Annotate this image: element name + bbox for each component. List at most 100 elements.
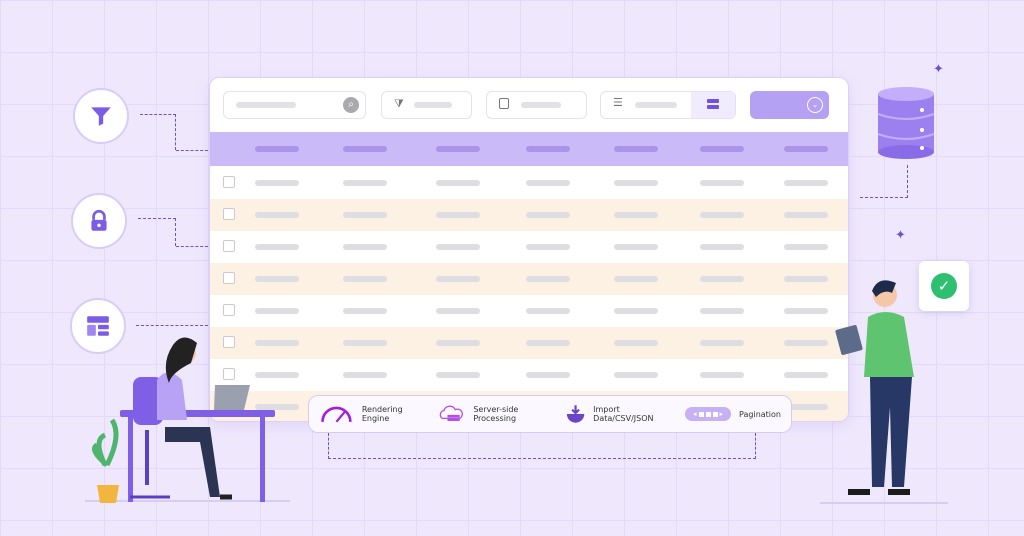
- table-cell: [614, 180, 658, 186]
- table-cell: [784, 340, 828, 346]
- table-row: [210, 359, 848, 391]
- table-cell: [784, 212, 828, 218]
- table-cell: [255, 244, 299, 250]
- data-table-card: ⌕ ⧩ ☰ ⌄: [209, 77, 849, 422]
- table-cell: [784, 180, 828, 186]
- table-cell: [255, 340, 299, 346]
- table-cell: [436, 244, 480, 250]
- table-cell: [436, 372, 480, 378]
- header-cell: [700, 146, 744, 152]
- table-cell: [526, 372, 570, 378]
- dropdown-button[interactable]: ⌄: [750, 91, 829, 119]
- table-header: [210, 132, 848, 166]
- database-icon: [877, 87, 935, 159]
- table-cell: [436, 180, 480, 186]
- filter-icon: ⧩: [394, 97, 404, 110]
- table-cell: [255, 308, 299, 314]
- table-cell: [343, 308, 387, 314]
- table-cell: [343, 212, 387, 218]
- table-cell: [255, 372, 299, 378]
- table-cell: [700, 372, 744, 378]
- table-cell: [436, 308, 480, 314]
- feature-server-side-processing: Server-side Processing: [437, 403, 552, 425]
- table-row: [210, 263, 848, 295]
- table-cell: [436, 276, 480, 282]
- view-toggle[interactable]: ☰: [600, 91, 736, 119]
- feature-label: Import Data/CSV/JSON: [593, 405, 654, 423]
- search-input[interactable]: ⌕: [223, 91, 366, 119]
- cloud-server-icon: [440, 405, 464, 421]
- search-icon[interactable]: ⌕: [343, 97, 359, 113]
- table-cell: [784, 372, 828, 378]
- row-checkbox[interactable]: [223, 240, 235, 252]
- table-cell: [343, 276, 387, 282]
- table-row: [210, 231, 848, 263]
- table-cell: [526, 180, 570, 186]
- table-cell: [700, 212, 744, 218]
- table-cell: [784, 276, 828, 282]
- table-cell: [526, 276, 570, 282]
- feature-label: Rendering Engine: [361, 405, 403, 423]
- table-cell: [343, 244, 387, 250]
- table-cell: [784, 308, 828, 314]
- sparkle-icon: ✦: [895, 228, 906, 243]
- table-cell: [526, 244, 570, 250]
- table-cell: [255, 404, 299, 410]
- columns-button[interactable]: [486, 91, 587, 119]
- feature-bar: Rendering Engine Server-side Processing …: [308, 395, 792, 433]
- success-card: ✓: [919, 261, 969, 311]
- header-cell: [614, 146, 658, 152]
- columns-icon: [499, 98, 509, 109]
- table-cell: [526, 340, 570, 346]
- header-cell: [255, 146, 299, 152]
- layout-feature-circle: [70, 298, 126, 354]
- table-cell: [784, 244, 828, 250]
- speedometer-icon: [321, 406, 352, 423]
- row-checkbox[interactable]: [223, 368, 235, 380]
- security-feature-circle: [71, 193, 127, 249]
- table-cell: [526, 212, 570, 218]
- grid-view-icon[interactable]: [691, 92, 735, 118]
- header-cell: [784, 146, 828, 152]
- table-cell: [700, 244, 744, 250]
- pagination-icon: ◂ ▸: [685, 407, 732, 421]
- table-cell: [343, 340, 387, 346]
- woman-at-desk-illustration: [85, 337, 290, 503]
- lock-icon: [91, 209, 107, 231]
- chevron-down-icon: ⌄: [807, 97, 823, 113]
- table-cell: [700, 308, 744, 314]
- feature-label: Server-side Processing: [473, 405, 519, 423]
- table-cell: [700, 180, 744, 186]
- filter-button[interactable]: ⧩: [381, 91, 472, 119]
- table-cell: [526, 308, 570, 314]
- table-cell: [255, 180, 299, 186]
- header-cell: [343, 146, 387, 152]
- filter-icon: [91, 107, 111, 126]
- table-cell: [614, 372, 658, 378]
- filter-feature-circle: [73, 88, 129, 144]
- feature-label: Pagination: [739, 409, 781, 419]
- table-cell: [614, 340, 658, 346]
- header-cell: [436, 146, 480, 152]
- table-cell: [436, 212, 480, 218]
- table-row: [210, 167, 848, 199]
- row-checkbox[interactable]: [223, 336, 235, 348]
- row-checkbox[interactable]: [223, 208, 235, 220]
- row-checkbox[interactable]: [223, 272, 235, 284]
- feature-rendering-engine: Rendering Engine: [319, 403, 423, 425]
- table-row: [210, 327, 848, 359]
- table-row: [210, 295, 848, 327]
- feature-pagination: ◂ ▸ Pagination: [685, 407, 781, 421]
- row-checkbox[interactable]: [223, 176, 235, 188]
- row-checkbox[interactable]: [223, 304, 235, 316]
- table-cell: [255, 212, 299, 218]
- import-box-icon: [566, 405, 585, 423]
- layout-icon: [87, 316, 109, 336]
- list-view-icon[interactable]: ☰: [613, 96, 623, 109]
- table-cell: [700, 340, 744, 346]
- check-icon: ✓: [931, 273, 957, 299]
- feature-import-data: Import Data/CSV/JSON: [566, 402, 671, 426]
- table-cell: [436, 340, 480, 346]
- header-cell: [526, 146, 570, 152]
- table-cell: [343, 372, 387, 378]
